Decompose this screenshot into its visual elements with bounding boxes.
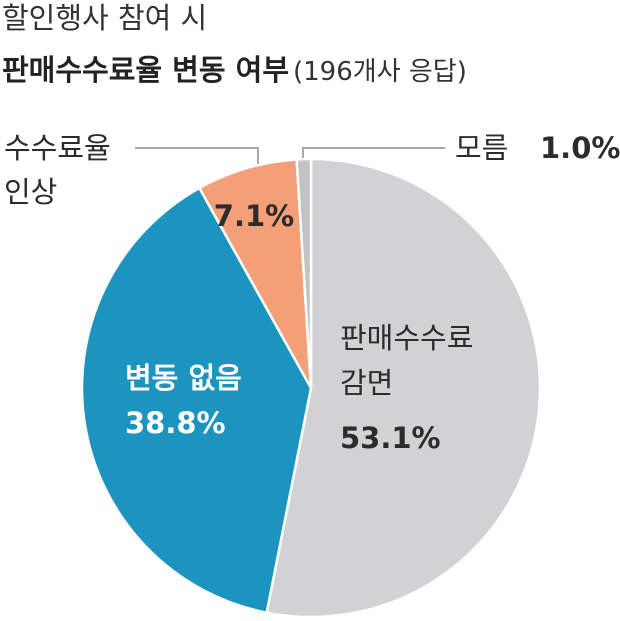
pie-slice xyxy=(80,186,313,615)
slice-label-line: 판매수수료 xyxy=(340,321,473,355)
slice-label-line: 감면 xyxy=(340,366,393,400)
note: (196개사 응답) xyxy=(293,57,467,87)
value-label: 53.1% xyxy=(340,421,441,455)
chart-title: 할인행사 참여 시 xyxy=(2,1,207,35)
slice-label-line: 수수료율 xyxy=(4,131,111,165)
subtitle-text: 판매수수료율 변동 여부 xyxy=(2,53,289,87)
value-label: 7.1% xyxy=(214,199,294,233)
pie-slice xyxy=(295,157,313,389)
chart-subtitle: 판매수수료율 변동 여부 (196개사 응답) xyxy=(2,53,467,87)
value-label: 1.0% xyxy=(540,131,620,165)
pie-slice xyxy=(197,158,313,389)
slice-label: 모름 xyxy=(455,131,508,165)
slice-label-line: 변동 없음 xyxy=(125,361,242,395)
slice-label: 변동 없음 xyxy=(125,361,242,395)
value-label: 38.8% xyxy=(125,406,226,440)
slice-label-line: 인상 xyxy=(4,175,57,209)
pie-slice xyxy=(265,157,542,619)
slice-label-line: 모름 xyxy=(455,131,508,165)
